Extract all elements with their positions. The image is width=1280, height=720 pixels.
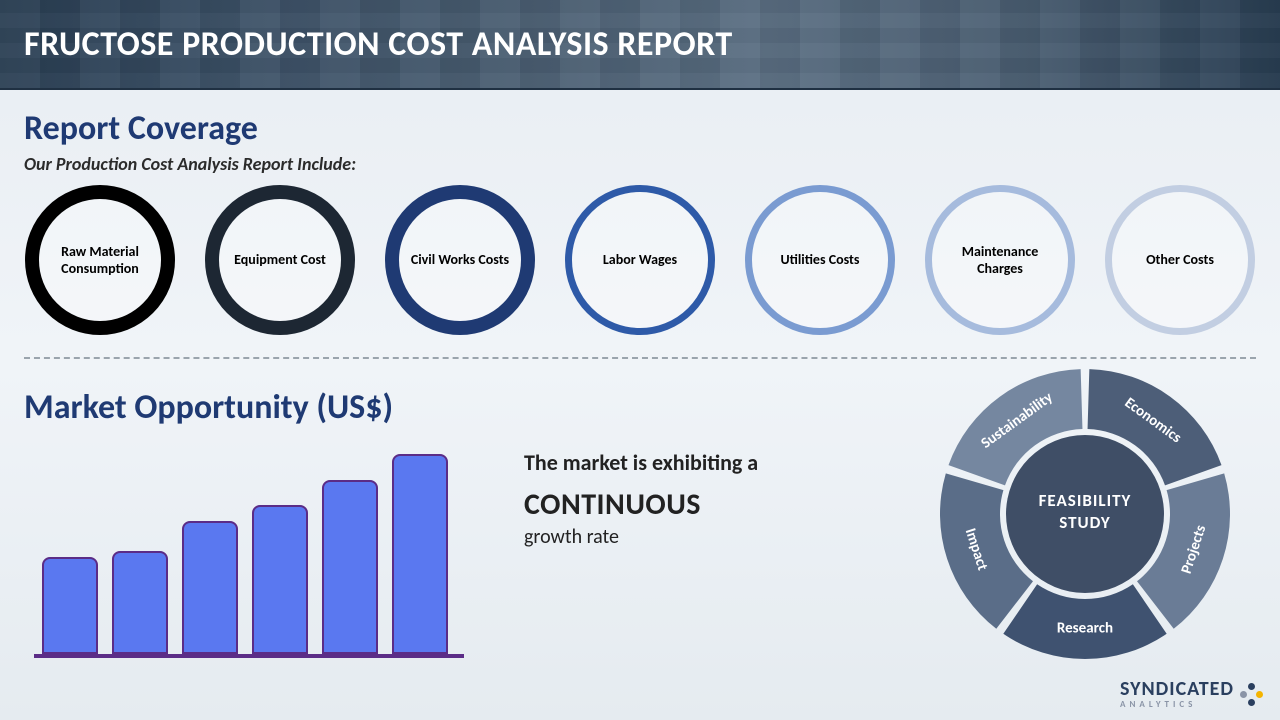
chart-bar xyxy=(112,551,168,654)
coverage-circle-1: Equipment Cost xyxy=(205,185,355,335)
chart-bar xyxy=(322,480,378,654)
chart-bar xyxy=(392,454,448,654)
coverage-circle-4: Utilities Costs xyxy=(745,185,895,335)
coverage-circle-label: Raw Material Consumption xyxy=(39,243,161,278)
wheel-center-label: FEASIBILITY xyxy=(1039,490,1132,511)
chart-bar xyxy=(182,521,238,654)
opportunity-line3: growth rate xyxy=(524,525,844,549)
opportunity-heading: Market Opportunity (US$) xyxy=(24,387,504,428)
coverage-circle-label: Labor Wages xyxy=(597,251,683,269)
coverage-circle-label: Maintenance Charges xyxy=(932,243,1068,278)
opportunity-text: The market is exhibiting a CONTINUOUS gr… xyxy=(524,449,844,549)
coverage-section: Report Coverage Our Production Cost Anal… xyxy=(0,108,1280,335)
coverage-circle-6: Other Costs xyxy=(1105,185,1255,335)
coverage-circle-3: Labor Wages xyxy=(565,185,715,335)
opportunity-big-word: CONTINUOUS xyxy=(524,486,844,523)
opportunity-line1: The market is exhibiting a xyxy=(524,449,844,476)
coverage-subtitle: Our Production Cost Analysis Report Incl… xyxy=(24,153,1280,175)
logo-mark-icon xyxy=(1240,683,1262,705)
feasibility-wheel: EconomicsProjectsResearchImpactSustainab… xyxy=(930,359,1240,669)
logo-main: SYNDICATED xyxy=(1120,677,1234,701)
coverage-heading: Report Coverage xyxy=(24,108,1280,149)
coverage-circle-2: Civil Works Costs xyxy=(385,185,535,335)
opportunity-section: Market Opportunity (US$) The market is e… xyxy=(0,369,1280,658)
coverage-circle-0: Raw Material Consumption xyxy=(25,185,175,335)
wheel-center-label: STUDY xyxy=(1059,512,1110,533)
brand-logo: SYNDICATED ANALYTICS xyxy=(1120,677,1262,710)
coverage-circle-label: Utilities Costs xyxy=(774,251,865,269)
coverage-circle-label: Other Costs xyxy=(1140,251,1220,269)
coverage-circle-label: Civil Works Costs xyxy=(405,251,515,269)
chart-baseline xyxy=(34,654,464,658)
coverage-circle-5: Maintenance Charges xyxy=(925,185,1075,335)
coverage-circle-label: Equipment Cost xyxy=(228,251,332,269)
chart-bar xyxy=(42,557,98,654)
wheel-segment-label: Research xyxy=(1057,620,1113,638)
coverage-circles-row: Raw Material Consumption Equipment Cost Ci… xyxy=(0,185,1280,335)
growth-bar-chart xyxy=(34,448,464,658)
header-banner: FRUCTOSE PRODUCTION COST ANALYSIS REPORT xyxy=(0,0,1280,90)
chart-bar xyxy=(252,505,308,654)
page-title: FRUCTOSE PRODUCTION COST ANALYSIS REPORT xyxy=(24,24,733,65)
